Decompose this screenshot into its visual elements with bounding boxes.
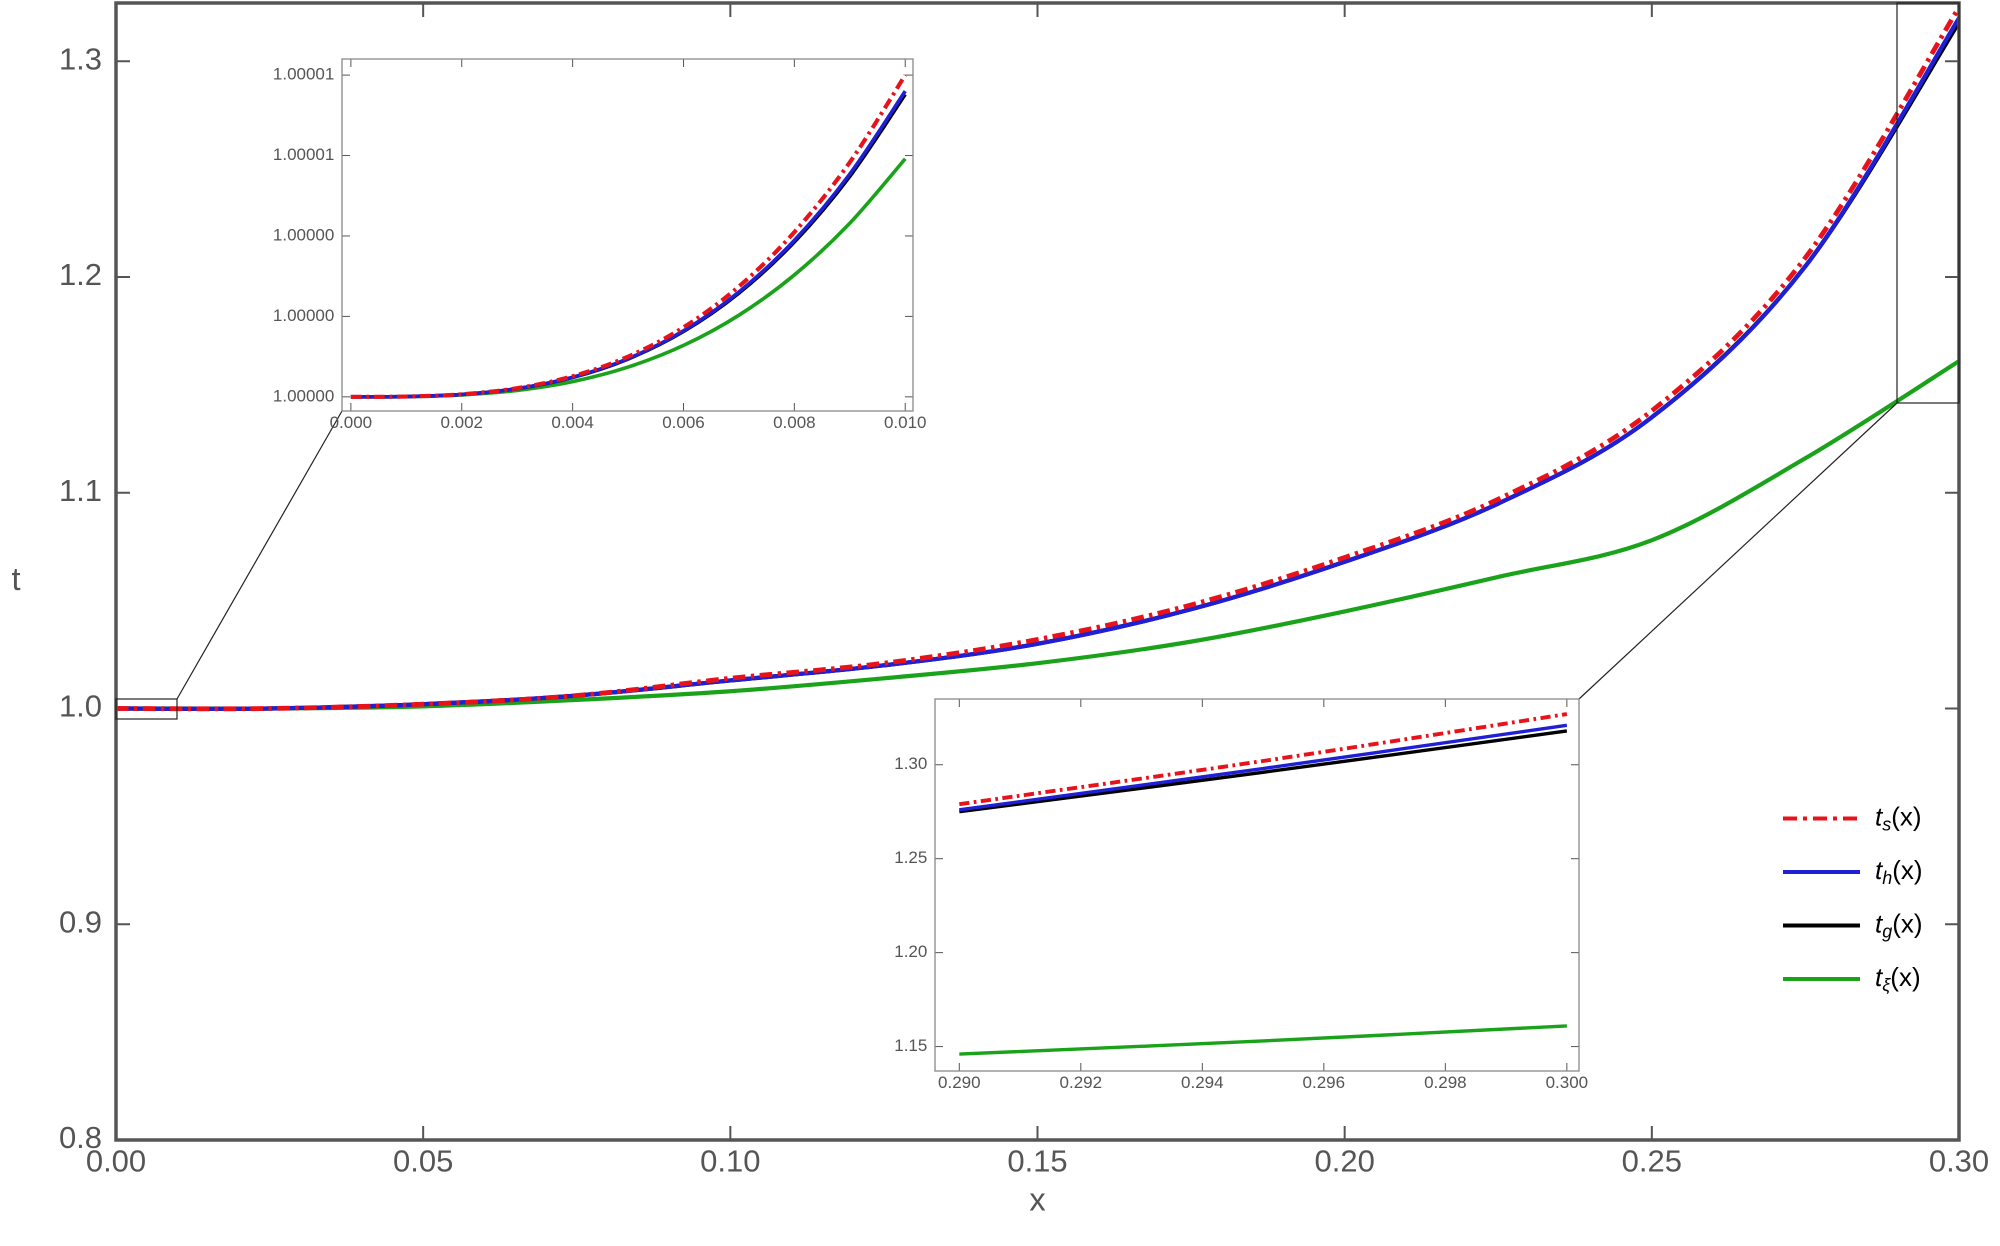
y-tick-label: 1.1 [59, 473, 102, 508]
y-tick-label: 1.00000 [273, 225, 334, 244]
y-tick-label: 0.9 [59, 904, 102, 939]
legend-label: ts(x) [1875, 801, 1922, 834]
legend-label-part: (x) [1892, 908, 1922, 938]
zoom-box [115, 698, 178, 720]
series-line [116, 16, 1959, 711]
y-tick-label: 0.8 [59, 1120, 102, 1155]
x-tick-label: 0.25 [1622, 1143, 1682, 1178]
legend-label-part: t [1875, 908, 1884, 938]
legend-label-part: (x) [1892, 855, 1922, 885]
x-tick-label: 0.30 [1929, 1143, 1989, 1178]
x-tick-label: 0.20 [1314, 1143, 1374, 1178]
legend-label: tξ(x) [1875, 962, 1921, 995]
plot-area [342, 59, 913, 411]
legend-label-part: s [1882, 814, 1891, 834]
y-tick-label: 1.25 [894, 848, 927, 867]
y-tick-label: 1.00000 [273, 306, 334, 325]
y-tick-label: 1.3 [59, 41, 102, 76]
plot-frame [341, 58, 914, 412]
plot: 0.290 0.292 0.294 0.296 0.298 0.300 1.15 1.20 1.… [894, 698, 1589, 1092]
y-tick-label: 1.15 [894, 1036, 927, 1055]
x-tick-label: 0.298 [1424, 1073, 1467, 1092]
zoom-box [1896, 2, 1960, 404]
x-tick-label: 0.294 [1181, 1073, 1224, 1092]
legend-label-part: t [1875, 855, 1884, 885]
y-tick-label: 1.0 [59, 689, 102, 724]
legend-label-part: t [1875, 801, 1884, 831]
x-tick-label: 0.300 [1546, 1073, 1589, 1092]
plot-area [935, 699, 1579, 1071]
zoom-connector [176, 410, 343, 700]
legend-label-part: h [1882, 868, 1892, 888]
x-tick-label: 0.290 [938, 1073, 981, 1092]
legend-label: tg(x) [1875, 908, 1923, 941]
y-tick-label: 1.00001 [273, 65, 334, 84]
legend-label: th(x) [1875, 855, 1923, 888]
y-tick-label: 1.30 [894, 754, 927, 773]
x-axis-label: x [1029, 1182, 1045, 1218]
series-line [350, 73, 907, 399]
series-line [959, 712, 1568, 807]
y-tick-label: 1.00001 [273, 145, 334, 164]
series-line [959, 1024, 1567, 1056]
plot-frame [114, 1, 1961, 1142]
x-tick-label: 0.15 [1007, 1143, 1067, 1178]
series-line [959, 723, 1568, 812]
y-tick-label: 1.2 [59, 257, 102, 292]
x-tick-label: 0.296 [1303, 1073, 1346, 1092]
x-tick-label: 0.10 [700, 1143, 760, 1178]
legend-label-part: (x) [1891, 801, 1921, 831]
x-tick-label: 0.292 [1060, 1073, 1103, 1092]
legend-label-part: g [1882, 921, 1892, 941]
x-tick-label: 0.000 [330, 413, 373, 432]
x-tick-label: 0.006 [662, 413, 705, 432]
y-tick-label: 1.00000 [273, 386, 334, 405]
x-tick-label: 0.002 [440, 413, 483, 432]
series-line [959, 729, 1568, 814]
x-tick-label: 0.010 [884, 413, 927, 432]
y-tick-label: 1.20 [894, 942, 927, 961]
plot-frame [934, 698, 1580, 1072]
legend-label-part: t [1875, 962, 1884, 992]
x-tick-label: 0.008 [773, 413, 816, 432]
series-line [116, 6, 1959, 712]
plot: 0.000 0.002 0.004 0.006 0.008 0.010 1.00000 1.0… [273, 58, 927, 432]
x-tick-label: 0.05 [393, 1143, 453, 1178]
zoom-connector [1578, 402, 1898, 700]
y-axis-label: t [11, 561, 20, 597]
x-tick-label: 0.00 [86, 1143, 146, 1178]
legend-label-part: ξ [1882, 975, 1891, 995]
legend-label-part: (x) [1890, 962, 1920, 992]
x-tick-label: 0.004 [551, 413, 594, 432]
